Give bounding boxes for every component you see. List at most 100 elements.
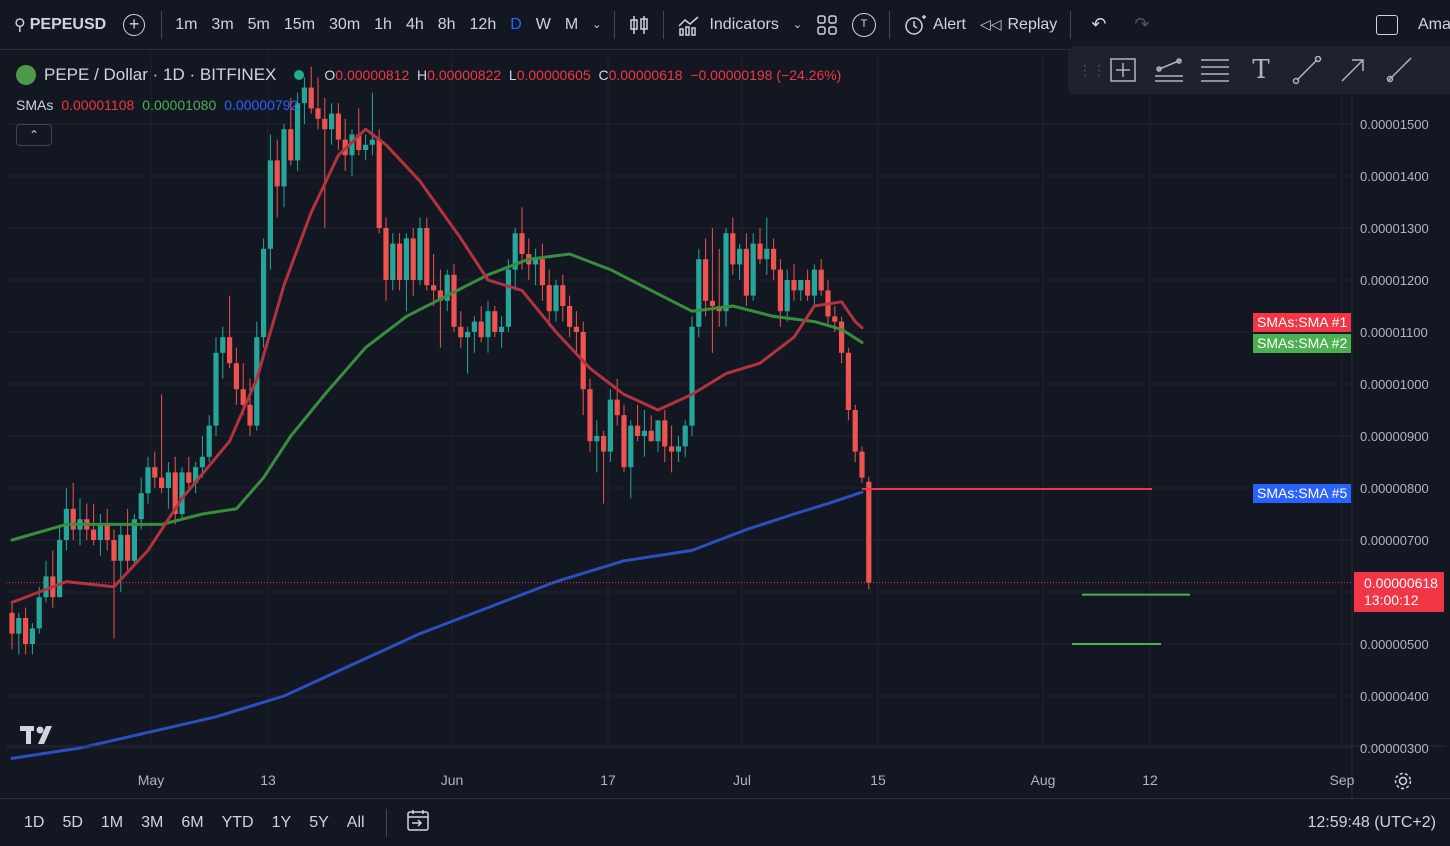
price-tick-label: 0.00001400 xyxy=(1360,169,1429,184)
range-1d-button[interactable]: 1D xyxy=(24,813,45,831)
timeframe-m-button[interactable]: M xyxy=(564,15,579,33)
last-price-value: 0.00000618 xyxy=(1364,575,1438,591)
price-tick-label: 0.00000400 xyxy=(1360,689,1429,704)
sma-legend[interactable]: SMAs 0.00001108 0.00001080 0.00000792 xyxy=(16,94,841,116)
candle-body xyxy=(805,280,811,296)
bottom-toolbar: 1D 5D 1M 3M 6M YTD 1Y 5Y All 12:59:48 (UTC+2) xyxy=(0,798,1450,846)
redo-icon: ↷ xyxy=(1134,14,1150,34)
tradingview-logo[interactable] xyxy=(20,724,60,752)
candle-body xyxy=(723,233,729,312)
clock-timezone-button[interactable]: 12:59:48 (UTC+2) xyxy=(1307,813,1436,831)
range-ytd-button[interactable]: YTD xyxy=(221,813,254,831)
axis-settings-button[interactable] xyxy=(1392,770,1414,792)
chart-legend: PEPE / Dollar · 1D · BITFINEX O0.0000081… xyxy=(16,64,841,116)
goto-date-button[interactable] xyxy=(399,808,437,837)
range-1m-button[interactable]: 1M xyxy=(100,813,124,831)
candle-body xyxy=(125,534,131,561)
candle-body xyxy=(635,425,641,436)
candle-body xyxy=(23,618,29,644)
candle-body xyxy=(519,233,525,254)
candle-body xyxy=(587,389,593,442)
alert-button[interactable]: Alert xyxy=(896,0,973,50)
trend-line-tool-button[interactable] xyxy=(1284,50,1330,90)
candle-body xyxy=(859,451,865,478)
timeframe-12h-button[interactable]: 12h xyxy=(469,15,497,33)
candle-body xyxy=(669,446,675,452)
text-tool-button[interactable]: T xyxy=(1238,50,1284,90)
tradingview-logo-icon xyxy=(20,726,52,744)
candle-body xyxy=(839,321,845,353)
timeframe-8h-button[interactable]: 8h xyxy=(437,15,456,33)
timeframe-w-button[interactable]: W xyxy=(535,15,551,33)
arrow-tool-button[interactable] xyxy=(1330,50,1376,90)
candle-body xyxy=(451,274,457,327)
chevron-down-icon: ⌄ xyxy=(592,19,602,31)
price-chart[interactable]: 0.00001500 0.00001400 0.00001300 0.00001200… xyxy=(6,52,1446,798)
layouts-button[interactable] xyxy=(809,0,845,50)
price-tick-label: 0.00000800 xyxy=(1360,481,1429,496)
chart-type-button[interactable] xyxy=(621,0,657,50)
timeframe-d-button[interactable]: D xyxy=(510,15,522,33)
candle-body xyxy=(9,612,15,634)
candle-body xyxy=(29,628,35,644)
range-3m-button[interactable]: 3M xyxy=(141,813,164,831)
candle-body xyxy=(621,415,627,468)
sma2-axis-label: SMAs:SMA #2 xyxy=(1253,334,1352,353)
range-all-button[interactable]: All xyxy=(346,813,365,831)
measure-tool-button[interactable] xyxy=(1100,50,1146,90)
candle-body xyxy=(383,228,389,280)
timeframe-5m-button[interactable]: 5m xyxy=(247,15,270,33)
layout-grid-icon xyxy=(817,14,837,35)
templates-icon: T xyxy=(852,12,877,37)
candle-body xyxy=(757,243,763,260)
candle-body xyxy=(172,472,178,514)
drag-handle-icon[interactable]: ⋮⋮ xyxy=(1078,61,1106,78)
price-tick-label: 0.00001300 xyxy=(1360,221,1429,236)
timeframe-4h-button[interactable]: 4h xyxy=(405,15,424,33)
indicators-button[interactable]: Indicators xyxy=(670,0,785,50)
text-icon: T xyxy=(1252,55,1270,85)
trend-channel-tool-button[interactable] xyxy=(1146,50,1192,90)
timeframe-dropdown-button[interactable]: ⌄ xyxy=(585,0,608,50)
candle-body xyxy=(573,326,579,332)
fib-tool-button[interactable] xyxy=(1192,50,1238,90)
ray-tool-button[interactable] xyxy=(1376,50,1422,90)
templates-button[interactable]: T xyxy=(845,0,883,50)
candle-body xyxy=(281,129,287,187)
candle-body xyxy=(465,332,471,338)
candle-body xyxy=(512,233,518,270)
open-value: 0.00000812 xyxy=(335,67,410,83)
candle-body xyxy=(655,420,661,442)
truncated-label: Ama xyxy=(1418,15,1450,33)
timeframe-15m-button[interactable]: 15m xyxy=(283,15,316,33)
redo-button[interactable]: ↷ xyxy=(1120,0,1163,50)
range-1y-button[interactable]: 1Y xyxy=(271,813,292,831)
candle-body xyxy=(165,472,171,488)
indicators-dropdown-button[interactable]: ⌄ xyxy=(786,0,809,50)
undo-button[interactable]: ↶ xyxy=(1077,0,1120,50)
symbol-search-button[interactable]: ⚲ PEPEUSD xyxy=(0,0,113,50)
range-6m-button[interactable]: 6M xyxy=(181,813,204,831)
candle-body xyxy=(478,321,484,338)
candle-body xyxy=(662,420,668,447)
timeframe-30m-button[interactable]: 30m xyxy=(329,15,361,33)
range-5y-button[interactable]: 5Y xyxy=(309,813,329,831)
divider xyxy=(663,10,665,39)
collapse-legend-button[interactable]: ⌃ xyxy=(16,124,52,146)
candle-body xyxy=(689,326,695,426)
candle-body xyxy=(220,337,226,353)
sma5-value: 0.00000792 xyxy=(224,97,299,113)
time-tick-label: May xyxy=(138,772,164,788)
range-5d-button[interactable]: 5D xyxy=(62,813,83,831)
fullscreen-button[interactable] xyxy=(1366,0,1408,50)
timeframe-1m-button[interactable]: 1m xyxy=(175,15,198,33)
candle-body xyxy=(750,243,756,296)
candle-body xyxy=(267,160,273,249)
candle-body xyxy=(329,113,335,130)
candle-body xyxy=(560,285,566,306)
compare-button[interactable]: + xyxy=(113,0,155,50)
replay-button[interactable]: ◁◁ Replay xyxy=(973,0,1064,50)
truncated-toolbar-item[interactable]: Ama xyxy=(1408,0,1450,50)
timeframe-3m-button[interactable]: 3m xyxy=(211,15,234,33)
timeframe-1h-button[interactable]: 1h xyxy=(374,15,392,33)
